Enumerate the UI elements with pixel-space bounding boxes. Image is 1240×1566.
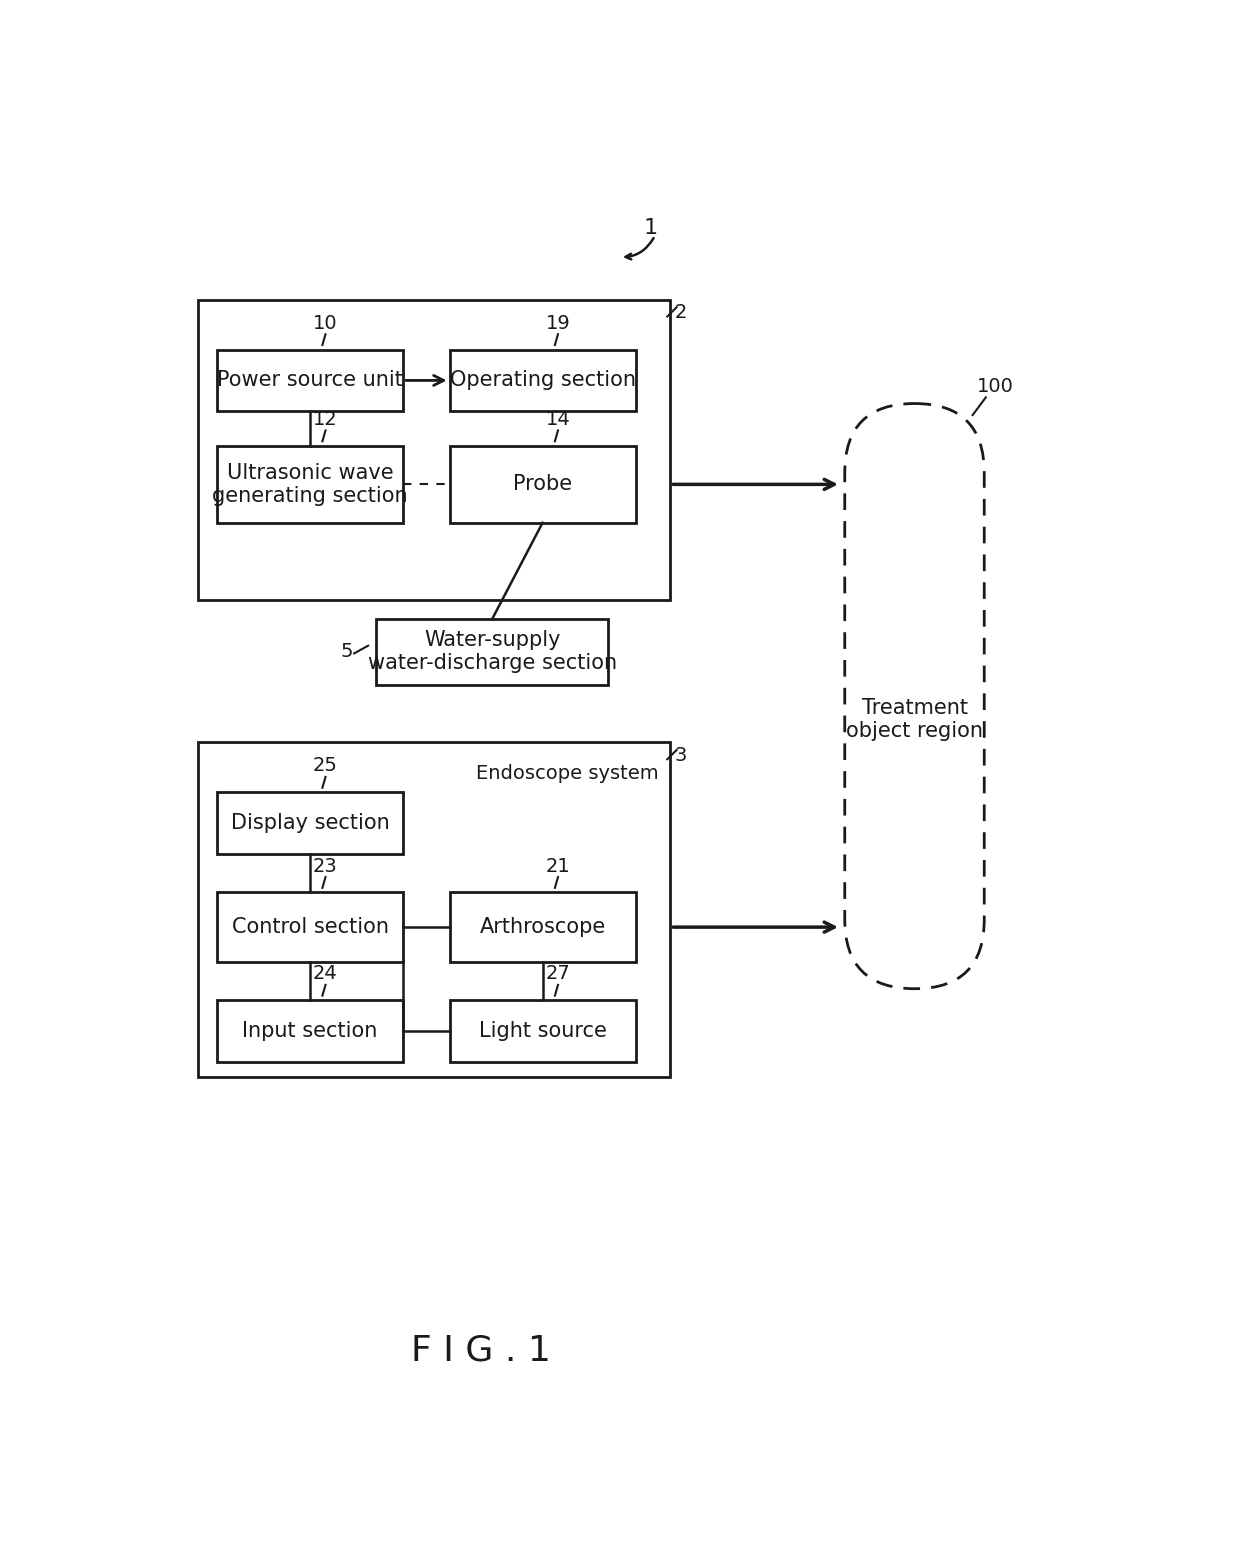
Bar (217, 1001, 403, 1062)
Text: Light source: Light source (479, 1021, 606, 1041)
Text: Display section: Display section (231, 813, 389, 833)
Text: 21: 21 (546, 857, 570, 875)
Text: Arthroscope: Arthroscope (480, 918, 605, 936)
Text: Control section: Control section (232, 918, 388, 936)
Text: Treatment
object region: Treatment object region (846, 697, 983, 741)
Bar (197, 299, 671, 600)
Text: Power source unit: Power source unit (217, 371, 403, 390)
Bar (376, 619, 609, 684)
Text: 23: 23 (314, 857, 337, 875)
Text: F I G . 1: F I G . 1 (410, 1334, 551, 1367)
Text: 10: 10 (314, 313, 337, 332)
Bar (449, 893, 635, 962)
Bar (217, 792, 403, 853)
Bar (217, 349, 403, 412)
FancyBboxPatch shape (844, 404, 985, 988)
Bar (217, 446, 403, 523)
Text: 14: 14 (546, 410, 570, 429)
Text: Water-supply
water-discharge section: Water-supply water-discharge section (367, 630, 616, 673)
Text: 2: 2 (675, 304, 687, 323)
Text: Operating section: Operating section (449, 371, 635, 390)
Text: Endoscope system: Endoscope system (476, 764, 658, 783)
Bar (449, 1001, 635, 1062)
Text: Ultrasonic wave
generating section: Ultrasonic wave generating section (212, 464, 408, 506)
Bar (449, 349, 635, 412)
Bar (449, 446, 635, 523)
Text: 1: 1 (644, 218, 658, 238)
Text: Input section: Input section (242, 1021, 378, 1041)
Text: 12: 12 (314, 410, 337, 429)
Text: 100: 100 (977, 377, 1013, 396)
Text: 5: 5 (340, 642, 352, 661)
Text: 25: 25 (312, 756, 339, 775)
Text: 19: 19 (546, 313, 570, 332)
Bar (217, 893, 403, 962)
Text: Probe: Probe (513, 474, 572, 495)
Bar (197, 742, 671, 1077)
Text: 24: 24 (314, 965, 337, 983)
Text: 3: 3 (675, 745, 687, 766)
Text: 27: 27 (546, 965, 570, 983)
